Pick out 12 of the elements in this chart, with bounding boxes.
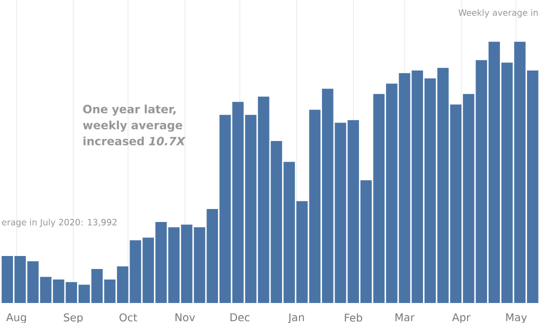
text: Weekly average in (458, 9, 538, 18)
x-tick-label: Dec (230, 313, 250, 322)
annotation: One year later, weekly average increased 10.7X (83, 104, 186, 146)
x-tick-label: Oct (120, 313, 138, 322)
x-tick-label: Nov (176, 313, 195, 322)
annotation: erage in July 2020: 13,992 (2, 218, 116, 228)
x-tick-label: Jan (288, 313, 304, 323)
x-tick-label: Apr (452, 313, 471, 323)
x-tick-label: Aug (6, 313, 26, 323)
x-tick-label: Mar (396, 313, 415, 322)
x-tick-label: May (506, 313, 527, 323)
x-tick-label: Feb (344, 313, 362, 322)
